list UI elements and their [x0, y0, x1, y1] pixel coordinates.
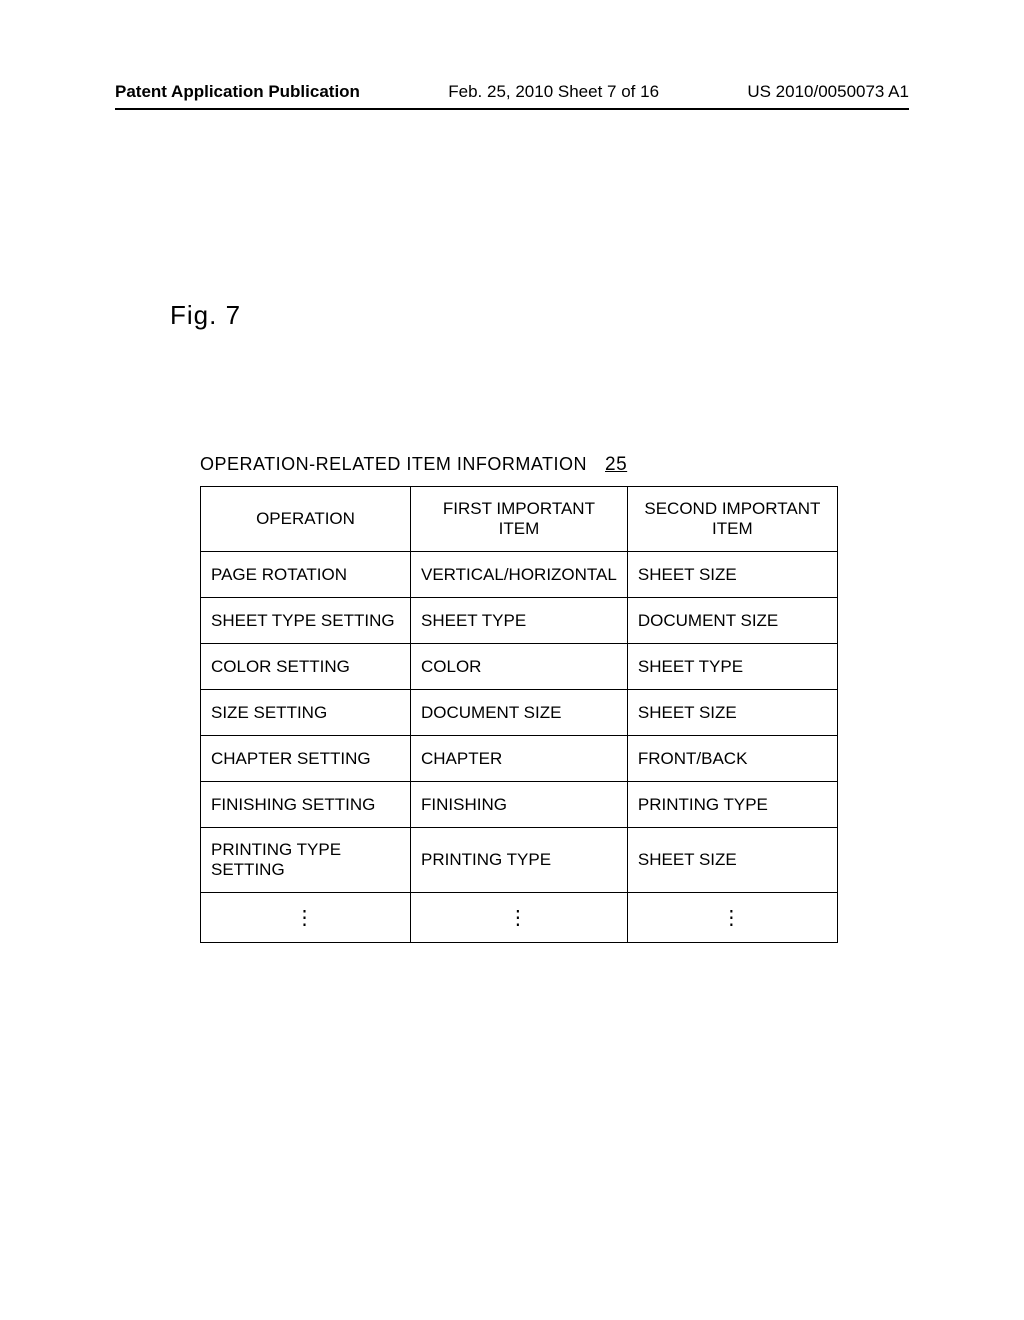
col-header-second: SECOND IMPORTANT ITEM [627, 487, 837, 552]
cell-operation: COLOR SETTING [201, 644, 411, 690]
cell-operation: SHEET TYPE SETTING [201, 598, 411, 644]
cell-second: SHEET SIZE [627, 828, 837, 893]
header-publication: Patent Application Publication [115, 82, 360, 102]
cell-second: SHEET SIZE [627, 552, 837, 598]
table-row: SHEET TYPE SETTING SHEET TYPE DOCUMENT S… [201, 598, 838, 644]
page-header: Patent Application Publication Feb. 25, … [115, 82, 909, 102]
header-rule [115, 108, 909, 110]
cell-first: SHEET TYPE [411, 598, 628, 644]
operation-table: OPERATION FIRST IMPORTANT ITEM SECOND IM… [200, 486, 838, 943]
cell-second: SHEET TYPE [627, 644, 837, 690]
header-date-sheet: Feb. 25, 2010 Sheet 7 of 16 [448, 82, 659, 102]
cell-first: CHAPTER [411, 736, 628, 782]
cell-second: PRINTING TYPE [627, 782, 837, 828]
table-row: PRINTING TYPE SETTING PRINTING TYPE SHEE… [201, 828, 838, 893]
cell-ellipsis: ⋮ [411, 893, 628, 943]
table-row-ellipsis: ⋮ ⋮ ⋮ [201, 893, 838, 943]
col-header-first: FIRST IMPORTANT ITEM [411, 487, 628, 552]
cell-first: PRINTING TYPE [411, 828, 628, 893]
cell-first: DOCUMENT SIZE [411, 690, 628, 736]
header-docket: US 2010/0050073 A1 [747, 82, 909, 102]
cell-second: SHEET SIZE [627, 690, 837, 736]
table-row: CHAPTER SETTING CHAPTER FRONT/BACK [201, 736, 838, 782]
cell-second: FRONT/BACK [627, 736, 837, 782]
cell-ellipsis: ⋮ [201, 893, 411, 943]
cell-operation: SIZE SETTING [201, 690, 411, 736]
cell-operation: PRINTING TYPE SETTING [201, 828, 411, 893]
cell-operation: CHAPTER SETTING [201, 736, 411, 782]
cell-operation: PAGE ROTATION [201, 552, 411, 598]
reference-number: 25 [605, 454, 627, 476]
table-header-row: OPERATION FIRST IMPORTANT ITEM SECOND IM… [201, 487, 838, 552]
cell-first: COLOR [411, 644, 628, 690]
cell-ellipsis: ⋮ [627, 893, 837, 943]
table-row: FINISHING SETTING FINISHING PRINTING TYP… [201, 782, 838, 828]
table-row: PAGE ROTATION VERTICAL/HORIZONTAL SHEET … [201, 552, 838, 598]
col-header-operation: OPERATION [201, 487, 411, 552]
table-row: COLOR SETTING COLOR SHEET TYPE [201, 644, 838, 690]
table-title: OPERATION-RELATED ITEM INFORMATION [200, 454, 587, 475]
table-row: SIZE SETTING DOCUMENT SIZE SHEET SIZE [201, 690, 838, 736]
cell-operation: FINISHING SETTING [201, 782, 411, 828]
cell-second: DOCUMENT SIZE [627, 598, 837, 644]
cell-first: FINISHING [411, 782, 628, 828]
table-title-row: OPERATION-RELATED ITEM INFORMATION 25 [200, 454, 627, 476]
cell-first: VERTICAL/HORIZONTAL [411, 552, 628, 598]
figure-label: Fig. 7 [170, 300, 241, 331]
